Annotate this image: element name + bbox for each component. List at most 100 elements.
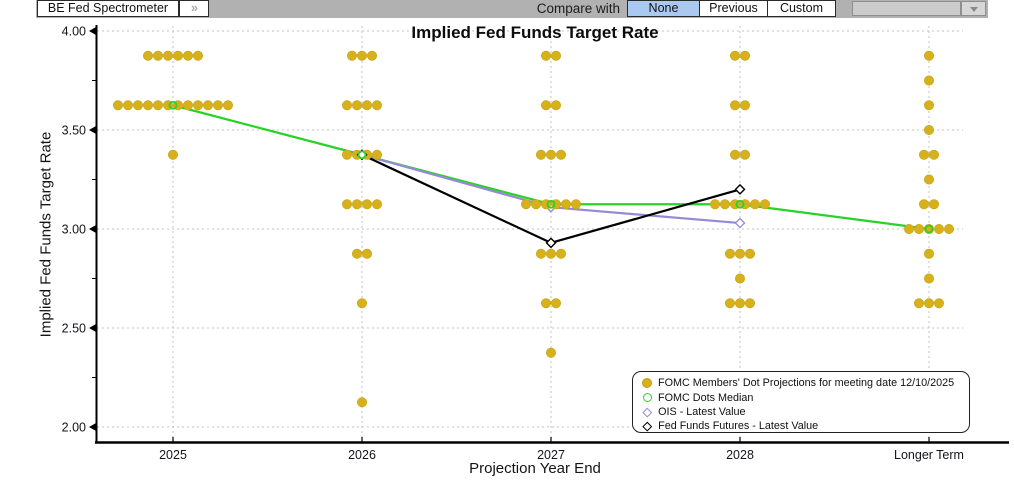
fomc-dot bbox=[545, 347, 556, 358]
futures-marker bbox=[545, 237, 557, 249]
fomc-dot bbox=[133, 100, 144, 111]
fomc-dot bbox=[341, 149, 352, 160]
fomc-dot bbox=[928, 199, 939, 210]
fomc-dot bbox=[923, 248, 934, 259]
fomc-dot bbox=[371, 199, 382, 210]
fomc-dot bbox=[923, 50, 934, 61]
chevron-down-icon bbox=[970, 7, 978, 12]
fomc-dot bbox=[356, 298, 367, 309]
y-tick-label: 3.50 bbox=[62, 124, 86, 138]
x-tick-label: 2026 bbox=[348, 448, 376, 462]
fomc-dot bbox=[923, 125, 934, 136]
compare-custom-button[interactable]: Custom bbox=[767, 0, 836, 17]
fomc-dot bbox=[759, 199, 770, 210]
fomc-dot bbox=[903, 224, 914, 235]
fomc-dot bbox=[535, 248, 546, 259]
fomc-dot bbox=[213, 100, 224, 111]
legend-label: OIS - Latest Value bbox=[658, 405, 746, 418]
fomc-dot bbox=[744, 298, 755, 309]
fomc-dot bbox=[918, 199, 929, 210]
fomc-dot bbox=[341, 100, 352, 111]
y-tick-arrow bbox=[89, 225, 96, 233]
futures-marker bbox=[734, 183, 746, 195]
fomc-dot bbox=[351, 100, 362, 111]
expand-button[interactable]: » bbox=[179, 0, 209, 17]
legend-item: OIS - Latest Value bbox=[642, 405, 969, 419]
y-tick-arrow bbox=[89, 423, 96, 431]
fomc-dot bbox=[719, 199, 730, 210]
compare-none-button[interactable]: None bbox=[627, 0, 700, 17]
fomc-dot bbox=[193, 50, 204, 61]
filled-circle-icon bbox=[642, 378, 652, 389]
y-tick-arrow bbox=[89, 126, 96, 134]
fomc-dot bbox=[183, 50, 194, 61]
fomc-dot bbox=[923, 100, 934, 111]
fomc-dot bbox=[729, 100, 740, 111]
fomc-dot bbox=[351, 199, 362, 210]
fomc-dot bbox=[545, 248, 556, 259]
fomc-dot bbox=[923, 298, 934, 309]
fomc-dot bbox=[183, 100, 194, 111]
fomc-dot bbox=[943, 224, 954, 235]
fomc-dot bbox=[928, 149, 939, 160]
fomc-dot bbox=[550, 298, 561, 309]
fomc-dot bbox=[550, 100, 561, 111]
compare-previous-button[interactable]: Previous bbox=[699, 0, 768, 17]
y-axis-title: Implied Fed Funds Target Rate bbox=[37, 131, 55, 338]
fomc-dot bbox=[734, 248, 745, 259]
fomc-dot bbox=[223, 100, 234, 111]
fomc-dot bbox=[361, 248, 372, 259]
fomc-dot bbox=[923, 273, 934, 284]
chart-legend: FOMC Members' Dot Projections for meetin… bbox=[632, 371, 970, 433]
fomc-dot bbox=[560, 199, 571, 210]
compare-source-dropdown[interactable] bbox=[852, 1, 961, 16]
fomc-dot bbox=[351, 248, 362, 259]
fomc-dot bbox=[153, 50, 164, 61]
fomc-dot bbox=[749, 199, 760, 210]
fomc-dot bbox=[744, 248, 755, 259]
compare-with-label: Compare with bbox=[536, 1, 620, 16]
x-tick-label: 2028 bbox=[726, 448, 754, 462]
fomc-dot bbox=[123, 100, 134, 111]
x-tick-label: 2027 bbox=[537, 448, 565, 462]
y-tick-label: 4.00 bbox=[62, 25, 86, 39]
spectrometer-button[interactable]: BE Fed Spectrometer bbox=[37, 0, 179, 17]
fomc-dot bbox=[540, 298, 551, 309]
median-marker bbox=[735, 199, 745, 209]
fomc-dot bbox=[923, 75, 934, 86]
fomc-dot bbox=[341, 199, 352, 210]
fomc-dot bbox=[153, 100, 164, 111]
dropdown-arrow-button[interactable] bbox=[961, 1, 986, 16]
fomc-dot bbox=[933, 298, 944, 309]
open-circle-icon bbox=[642, 393, 652, 403]
fomc-dot bbox=[113, 100, 124, 111]
double-chevron-icon: » bbox=[191, 1, 198, 15]
fomc-dot bbox=[734, 298, 745, 309]
fomc-dot bbox=[550, 50, 561, 61]
fomc-dot bbox=[203, 100, 214, 111]
fomc-dot bbox=[734, 273, 745, 284]
fomc-dot bbox=[361, 199, 372, 210]
fomc-dot bbox=[143, 50, 154, 61]
fomc-dot bbox=[520, 199, 531, 210]
fomc-dot bbox=[371, 149, 382, 160]
fomc-dot bbox=[168, 149, 179, 160]
ois-marker bbox=[734, 217, 746, 229]
fomc-dot bbox=[709, 199, 720, 210]
fomc-dot bbox=[540, 100, 551, 111]
fomc-dot bbox=[540, 50, 551, 61]
fomc-dot bbox=[724, 298, 735, 309]
fomc-dot bbox=[346, 50, 357, 61]
fomc-dot bbox=[163, 50, 174, 61]
fomc-dot bbox=[918, 149, 929, 160]
fomc-dot bbox=[729, 149, 740, 160]
chart-title: Implied Fed Funds Target Rate bbox=[411, 23, 659, 42]
open-diamond-icon bbox=[642, 421, 652, 431]
median-marker bbox=[924, 224, 934, 234]
fomc-dot bbox=[739, 149, 750, 160]
legend-label: Fed Funds Futures - Latest Value bbox=[658, 420, 819, 433]
y-tick-label: 2.00 bbox=[62, 421, 86, 435]
fomc-dot bbox=[530, 199, 541, 210]
legend-item: FOMC Dots Median bbox=[642, 390, 969, 404]
